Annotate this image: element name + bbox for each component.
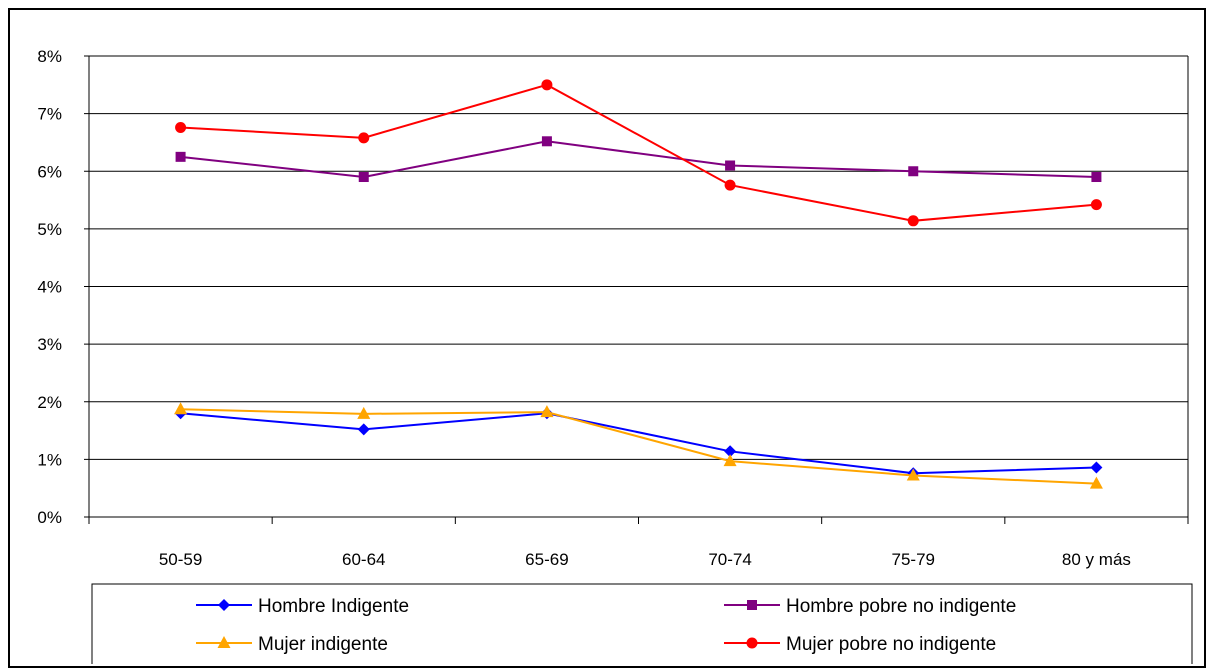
data-point (1089, 476, 1103, 489)
data-point (1090, 199, 1102, 211)
y-tick-label: 6% (37, 162, 62, 181)
data-point (174, 402, 188, 415)
data-point (541, 136, 552, 147)
data-point (357, 406, 371, 419)
data-point (358, 172, 369, 183)
data-point (724, 179, 736, 191)
x-tick-label: 50-59 (159, 550, 202, 569)
x-axis-tick-labels: 50-59 60-64 65-69 70-74 75-79 80 y más (159, 550, 1131, 569)
legend-label: Mujer pobre no indigente (786, 634, 996, 655)
legend: Hombre Indigente Hombre pobre no indigent… (91, 583, 1193, 664)
data-point (1090, 461, 1103, 474)
x-tick-label: 65-69 (525, 550, 568, 569)
legend-marker (746, 637, 758, 649)
legend-label: Hombre Indigente (258, 596, 409, 617)
data-point (908, 166, 919, 177)
y-tick-label: 0% (37, 508, 62, 527)
data-point (725, 160, 736, 171)
y-tick-label: 2% (37, 393, 62, 412)
y-axis-tick-labels: 0% 1% 2% 3% 4% 5% 6% 7% 8% (37, 47, 62, 527)
data-point (906, 468, 920, 481)
series-mujer-indigente (174, 402, 1103, 489)
series-line (180, 412, 1097, 475)
data-point (724, 445, 737, 458)
x-tick-label: 80 y más (1062, 550, 1131, 569)
gridlines (89, 55, 1188, 460)
y-tick-label: 7% (37, 105, 62, 124)
x-tick-label: 70-74 (708, 550, 751, 569)
y-tick-label: 3% (37, 335, 62, 354)
y-tick-label: 5% (37, 220, 62, 239)
y-tick-label: 8% (37, 47, 62, 66)
legend-item: Hombre pobre no indigente (724, 596, 1016, 617)
x-tick-label: 60-64 (342, 550, 385, 569)
legend-item: Mujer pobre no indigente (724, 634, 996, 655)
series-line (180, 83, 1097, 222)
data-point (907, 215, 919, 227)
legend-item: Mujer indigente (196, 634, 388, 655)
series-hombre-pobre-no-indigente (175, 136, 1102, 183)
data-point (1091, 172, 1102, 183)
legend-label: Mujer indigente (258, 634, 388, 655)
series-lines (174, 79, 1103, 489)
axes (84, 55, 1189, 524)
series-mujer-pobre-no-indigente (175, 79, 1102, 227)
y-tick-label: 4% (37, 278, 62, 297)
legend-item: Hombre Indigente (196, 596, 409, 617)
legend-label: Hombre pobre no indigente (786, 596, 1016, 617)
legend-box (91, 583, 1193, 664)
series-line (180, 140, 1097, 179)
data-point (357, 423, 370, 436)
legend-marker (218, 599, 230, 611)
x-tick-label: 75-79 (892, 550, 935, 569)
legend-marker (217, 636, 231, 648)
legend-marker (747, 600, 757, 610)
data-point (540, 405, 554, 418)
data-point (541, 79, 553, 91)
data-point (723, 454, 737, 467)
y-tick-label: 1% (37, 450, 62, 469)
series-hombre-indigente (174, 407, 1103, 480)
data-point (175, 151, 186, 162)
data-point (175, 121, 187, 133)
data-point (358, 132, 370, 144)
series-line (180, 408, 1097, 485)
